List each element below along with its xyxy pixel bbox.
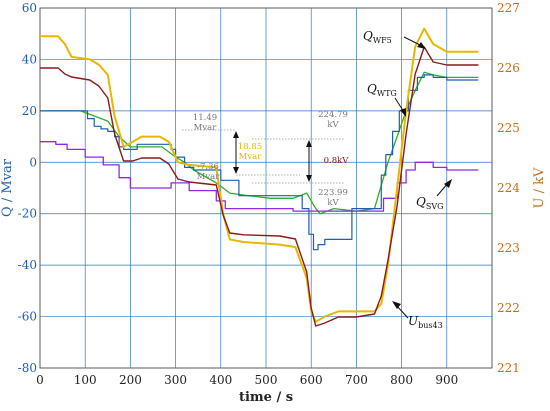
svg-text:kV: kV — [327, 198, 339, 208]
left-tick-label: 0 — [29, 155, 37, 169]
left-tick-label: -80 — [18, 361, 37, 375]
svg-text:Mvar: Mvar — [239, 152, 263, 162]
x-tick-label: 900 — [435, 373, 458, 387]
x-tick-label: 400 — [209, 373, 232, 387]
svg-text:QSVG: QSVG — [416, 195, 444, 211]
right-tick-label: 226 — [497, 61, 520, 75]
x-axis-title: time / s — [239, 390, 293, 405]
svg-text:kV: kV — [327, 120, 339, 130]
right-tick-label: 224 — [497, 181, 520, 195]
series-lines — [40, 27, 479, 327]
label-q-wf5: QWF5 — [363, 29, 426, 49]
x-tick-label: 200 — [119, 373, 142, 387]
left-tick-label: 60 — [22, 1, 37, 15]
x-axis-ticks: 0 100 200 300 400 500 600 700 800 900 — [36, 373, 458, 387]
svg-text:224.79: 224.79 — [318, 110, 348, 120]
svg-text:11.49: 11.49 — [193, 113, 217, 123]
svg-text:223.99: 223.99 — [318, 188, 348, 198]
left-tick-label: -20 — [18, 207, 37, 221]
svg-text:QWF5: QWF5 — [363, 29, 392, 45]
annotation-223-99: 223.99 kV — [318, 188, 348, 208]
left-axis-ticks: -80 -60 -40 -20 0 20 40 60 — [18, 1, 37, 375]
svg-text:18.85: 18.85 — [238, 142, 262, 152]
annotation-minus-7-36: -7.36 Mvar — [197, 162, 221, 182]
svg-text:QWTG: QWTG — [367, 82, 397, 98]
label-u-bus43: Ubus43 — [392, 301, 443, 330]
left-tick-label: -40 — [18, 258, 37, 272]
x-tick-label: 500 — [255, 373, 278, 387]
delta-q-arrow — [233, 131, 239, 174]
annotation-224-79: 224.79 kV — [318, 110, 348, 130]
svg-text:-7.36: -7.36 — [197, 162, 219, 172]
x-tick-label: 700 — [345, 373, 368, 387]
right-axis-ticks: 221 222 223 224 225 226 227 — [497, 1, 520, 375]
right-tick-label: 221 — [497, 361, 520, 375]
annotation-0-8kv: 0.8kV — [324, 156, 350, 166]
left-tick-label: 20 — [22, 104, 37, 118]
svg-text:Mvar: Mvar — [194, 123, 218, 133]
left-tick-label: 40 — [22, 52, 37, 66]
svg-text:Mvar: Mvar — [197, 172, 221, 182]
annotation-18-85: 18.85 Mvar — [238, 142, 262, 162]
delta-u-arrow — [306, 140, 312, 182]
annotation-11-49: 11.49 Mvar — [193, 113, 217, 133]
right-tick-label: 222 — [497, 301, 520, 315]
label-q-svg: QSVG — [416, 179, 452, 211]
x-tick-label: 800 — [390, 373, 413, 387]
right-tick-label: 227 — [497, 1, 520, 15]
series-line-q-wf5 — [40, 27, 479, 323]
right-tick-label: 223 — [497, 241, 520, 255]
right-tick-label: 225 — [497, 121, 520, 135]
series-line-u-bus43 — [40, 46, 479, 327]
x-tick-label: 0 — [36, 373, 44, 387]
x-tick-label: 600 — [300, 373, 323, 387]
right-axis-title: U / kV — [532, 167, 547, 208]
label-q-wtg: QWTG — [367, 82, 406, 117]
left-axis-title: Q / Mvar — [0, 158, 15, 217]
svg-text:Ubus43: Ubus43 — [408, 314, 443, 330]
left-tick-label: -60 — [18, 310, 37, 324]
series-line-q-svg — [40, 141, 479, 212]
x-tick-label: 100 — [74, 373, 97, 387]
x-tick-label: 300 — [164, 373, 187, 387]
